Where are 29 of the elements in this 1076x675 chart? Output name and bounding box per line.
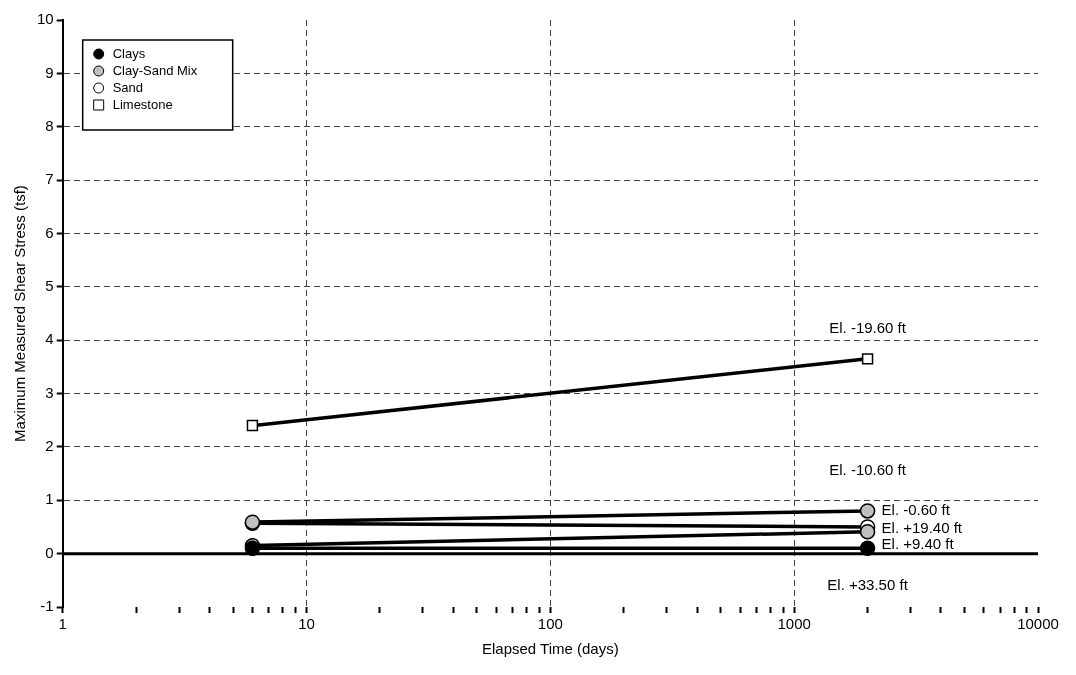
annotation: El. -19.60 ft xyxy=(829,319,907,336)
y-tick-label: -1 xyxy=(40,597,54,615)
annotation: El. -0.60 ft xyxy=(881,501,951,519)
y-tick-label: 5 xyxy=(45,276,54,294)
annotation: El. +9.40 ft xyxy=(881,534,955,552)
annotation: El. -10.60 ft xyxy=(829,461,907,479)
legend-label: Sand xyxy=(112,79,144,95)
legend-label: Clay-Sand Mix xyxy=(112,62,198,78)
legend-label: Limestone xyxy=(112,96,173,112)
x-tick-label: 10000 xyxy=(1017,615,1059,633)
x-tick-label: 10 xyxy=(298,615,315,633)
y-tick-label: 1 xyxy=(45,490,54,508)
x-axis-title: Elapsed Time (days) xyxy=(481,640,619,658)
y-axis-title: Maximum Measured Shear Stress (tsf) xyxy=(11,185,29,442)
x-tick-label: 100 xyxy=(537,615,563,633)
y-tick-label: 8 xyxy=(45,116,54,134)
y-tick-label: 6 xyxy=(45,223,54,241)
x-tick-label: 1000 xyxy=(777,615,811,633)
annotation: El. +19.40 ft xyxy=(881,519,963,537)
y-tick-label: 7 xyxy=(45,170,54,188)
x-tick-label: 1 xyxy=(58,615,67,633)
legend-label: Clays xyxy=(112,45,146,61)
y-tick-label: 9 xyxy=(45,63,54,81)
y-tick-label: 10 xyxy=(37,10,54,28)
annotation: El. +33.50 ft xyxy=(827,576,909,594)
y-tick-label: 0 xyxy=(45,543,54,561)
y-tick-label: 3 xyxy=(45,383,54,401)
y-tick-label: 4 xyxy=(45,330,54,348)
y-tick-label: 2 xyxy=(45,437,54,455)
